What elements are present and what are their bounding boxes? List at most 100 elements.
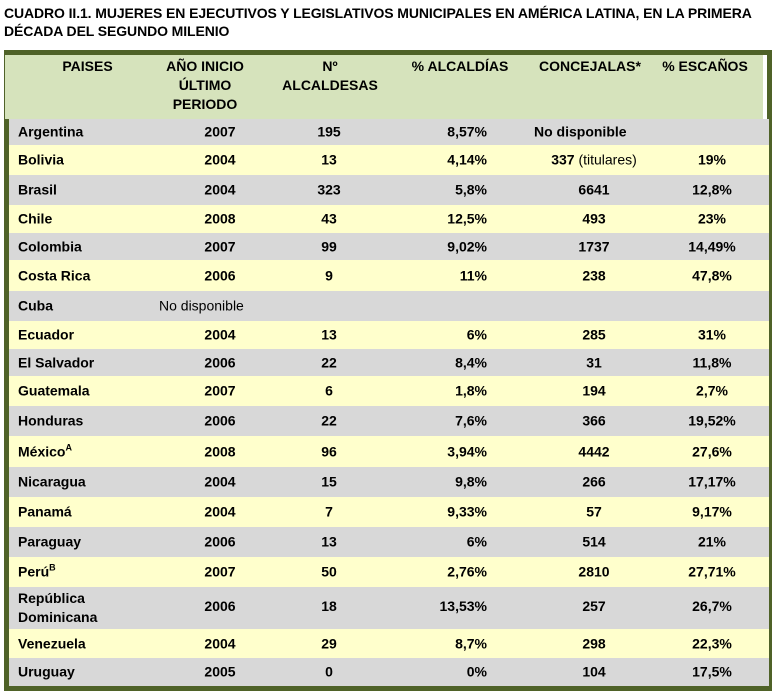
- header-anio: AÑO INICIO ÚLTIMO PERIODO: [150, 57, 260, 114]
- cell-pct-alcaldias: 9,02%: [447, 238, 487, 254]
- cell-pais: PerúB: [18, 562, 158, 581]
- header-alcaldesas: Nº ALCALDESAS: [270, 57, 390, 95]
- cell-pct-alcaldias: 9,8%: [455, 473, 487, 490]
- cell-pct-alcaldias: 7,6%: [455, 412, 487, 429]
- cell-alcaldesas: 0: [325, 663, 333, 680]
- cell-concejalas: 298: [582, 635, 606, 651]
- cell-pct-alcaldias: 4,14%: [447, 151, 487, 168]
- cell-anio: 2004: [204, 635, 236, 651]
- cell-anio: 2007: [204, 382, 236, 399]
- cell-pais-text: Perú: [18, 563, 50, 580]
- cell-concejalas: 6641: [578, 181, 610, 198]
- cell-anio: 2007: [204, 563, 236, 580]
- cell-pct-escanos: 22,3%: [692, 635, 732, 651]
- cell-pct-alcaldias: 2,76%: [447, 563, 487, 580]
- footnote-marker: A: [65, 442, 72, 452]
- cell-pais: Chile: [18, 210, 53, 227]
- cell-pct-escanos: 31%: [697, 326, 727, 343]
- cell-pct-escanos: 9,17%: [692, 503, 732, 520]
- cell-pais-line2: Dominicana: [18, 609, 98, 625]
- cell-concejalas-value: 337: [551, 151, 575, 168]
- cell-pais: Bolivia: [18, 151, 64, 168]
- header-pct-escanos: % ESCAÑOS: [662, 58, 748, 74]
- cell-pct-escanos: 26,7%: [692, 598, 732, 614]
- cell-concejalas: 257: [582, 598, 606, 614]
- cell-pct-escanos: 47,8%: [692, 267, 732, 283]
- header-pct-alcaldias: % ALCALDÍAS: [411, 58, 509, 74]
- cell-pct-alcaldias: 6%: [466, 326, 487, 343]
- cell-concejalas: 366: [582, 412, 606, 429]
- cell-pct-escanos: 2,7%: [696, 382, 728, 399]
- cell-pais: Cuba: [18, 297, 53, 314]
- table-row: República Dominicana 2006 18 13,53% 257 …: [9, 587, 769, 629]
- cell-alcaldesas: 99: [321, 238, 337, 254]
- cell-concejalas: 194: [582, 382, 606, 399]
- table-row: Colombia 2007 99 9,02% 1737 14,49%: [9, 233, 769, 260]
- cell-alcaldesas: 22: [321, 354, 337, 370]
- table-row: MéxicoA 2008 96 3,94% 4442 27,6%: [9, 436, 769, 467]
- cell-anio: 2007: [204, 238, 236, 254]
- cell-anio: 2004: [204, 181, 236, 198]
- cell-pais: Paraguay: [18, 533, 82, 550]
- header-anio-line2: ÚLTIMO: [178, 77, 232, 93]
- cell-anio: 2004: [204, 473, 236, 490]
- cell-pct-alcaldias: 0%: [466, 663, 487, 680]
- cell-alcaldesas: 50: [321, 563, 337, 580]
- table-row: Honduras 2006 22 7,6% 366 19,52%: [9, 406, 769, 436]
- table-row: Ecuador 2004 13 6% 285 31%: [9, 321, 769, 349]
- cell-pct-alcaldias: 6%: [466, 533, 487, 550]
- cell-pct-escanos: 21%: [697, 533, 727, 550]
- table-row: Panamá 2004 7 9,33% 57 9,17%: [9, 497, 769, 527]
- cell-pct-escanos: 27,6%: [692, 443, 732, 459]
- table-row: Costa Rica 2006 9 11% 238 47,8%: [9, 260, 769, 291]
- table-row: Bolivia 2004 13 4,14% 337 (titulares) 19…: [9, 145, 769, 175]
- table-row: Paraguay 2006 13 6% 514 21%: [9, 527, 769, 557]
- cell-anio: 2006: [204, 533, 236, 550]
- cell-pais: Uruguay: [18, 663, 75, 680]
- cell-pct-alcaldias: 8,4%: [455, 354, 487, 370]
- cell-pct-alcaldias: 13,53%: [439, 598, 487, 614]
- cell-pct-alcaldias: 11%: [459, 267, 487, 283]
- cell-anio: 2006: [204, 412, 236, 429]
- cell-alcaldesas: 29: [321, 635, 337, 651]
- table-header: PAISES AÑO INICIO ÚLTIMO PERIODO Nº ALCA…: [5, 55, 763, 119]
- cell-pct-escanos: 19%: [697, 151, 727, 168]
- cell-anio: 2006: [204, 354, 236, 370]
- cell-pct-alcaldias: 8,57%: [447, 123, 487, 140]
- cell-anio: 2004: [204, 151, 236, 168]
- table-row: Brasil 2004 323 5,8% 6641 12,8%: [9, 175, 769, 205]
- cell-alcaldesas: 43: [321, 210, 337, 227]
- cell-concejalas: 104: [582, 663, 606, 680]
- cell-pct-alcaldias: 1,8%: [455, 382, 487, 399]
- table-row: Guatemala 2007 6 1,8% 194 2,7%: [9, 376, 769, 406]
- footnote-marker: B: [49, 562, 56, 573]
- cell-concejalas: 238: [582, 267, 606, 283]
- cell-pct-escanos: 12,8%: [692, 181, 732, 198]
- table-row: Argentina 2007 195 8,57% No disponible: [9, 119, 769, 145]
- header-concejalas: CONCEJALAS*: [539, 58, 641, 74]
- cell-alcaldesas: 96: [321, 443, 337, 459]
- cell-pais: Venezuela: [18, 635, 86, 651]
- cell-pct-escanos: 11,8%: [692, 354, 732, 370]
- cell-pais: MéxicoA: [18, 443, 158, 460]
- cell-alcaldesas: 18: [321, 598, 337, 614]
- cell-anio: 2006: [204, 598, 236, 614]
- cell-anio: 2008: [204, 443, 236, 459]
- cell-alcaldesas: 195: [317, 123, 341, 140]
- cell-alcaldesas: 13: [321, 326, 337, 343]
- cell-anio: 2008: [204, 210, 236, 227]
- cell-anio: 2007: [204, 123, 236, 140]
- cell-pct-alcaldias: 9,33%: [447, 503, 487, 520]
- cell-pais: El Salvador: [18, 354, 95, 370]
- header-alcaldesas-line2: ALCALDESAS: [282, 77, 378, 93]
- cell-concejalas: 4442: [578, 443, 610, 459]
- cell-anio: 2004: [204, 503, 236, 520]
- header-anio-line1: AÑO INICIO: [166, 58, 244, 74]
- cell-pais-text: México: [18, 443, 66, 459]
- cell-pct-escanos: 23%: [697, 210, 727, 227]
- cell-alcaldesas: 15: [321, 473, 337, 490]
- table-row: Cuba No disponible: [9, 291, 769, 321]
- cell-pais-line1: República: [18, 590, 85, 606]
- table-row: Nicaragua 2004 15 9,8% 266 17,17%: [9, 467, 769, 497]
- cell-pct-escanos: 17,5%: [692, 663, 732, 680]
